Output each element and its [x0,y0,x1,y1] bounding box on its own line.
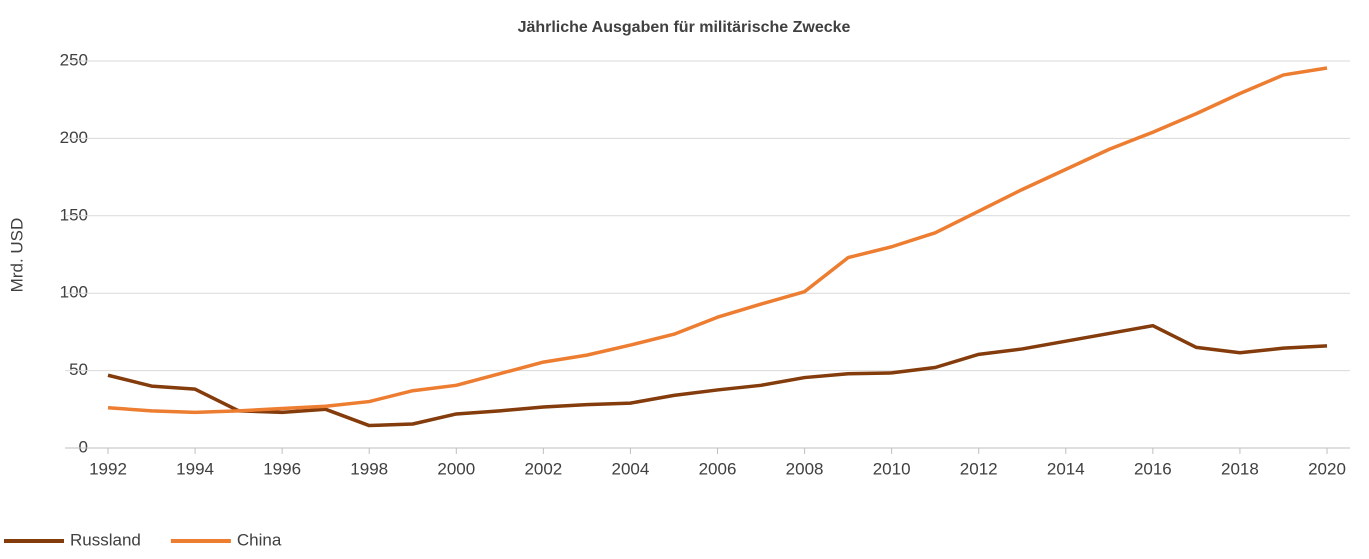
y-tick-label: 250 [60,50,88,69]
x-tick-label: 1994 [176,459,214,478]
x-tick-label: 2002 [524,459,562,478]
x-tick-label: 2020 [1308,459,1346,478]
legend-label: Russland [70,530,141,549]
x-tick-label: 2006 [699,459,737,478]
y-tick-label: 100 [60,283,88,302]
line-series [107,66,1328,415]
x-tick-label: 2016 [1134,459,1172,478]
y-axis-label: Mrd. USD [7,218,26,293]
x-tick-label: 1996 [263,459,301,478]
x-tick-label: 2014 [1047,459,1085,478]
x-tick-label: 2000 [437,459,475,478]
y-tick-label: 200 [60,128,88,147]
y-tick-label: 150 [60,205,88,224]
line-series [107,323,1328,428]
x-tick-label: 2008 [786,459,824,478]
legend-label: China [237,530,282,549]
chart-title: Jährliche Ausgaben für militärische Zwec… [518,19,851,36]
x-tick-label: 2012 [960,459,998,478]
x-tick-label: 2018 [1221,459,1259,478]
x-tick-label: 1992 [89,459,127,478]
y-tick-label: 50 [69,360,88,379]
x-tick-label: 2010 [873,459,911,478]
x-tick-label: 1998 [350,459,388,478]
x-tick-label: 2004 [612,459,650,478]
y-tick-label: 0 [79,437,88,456]
